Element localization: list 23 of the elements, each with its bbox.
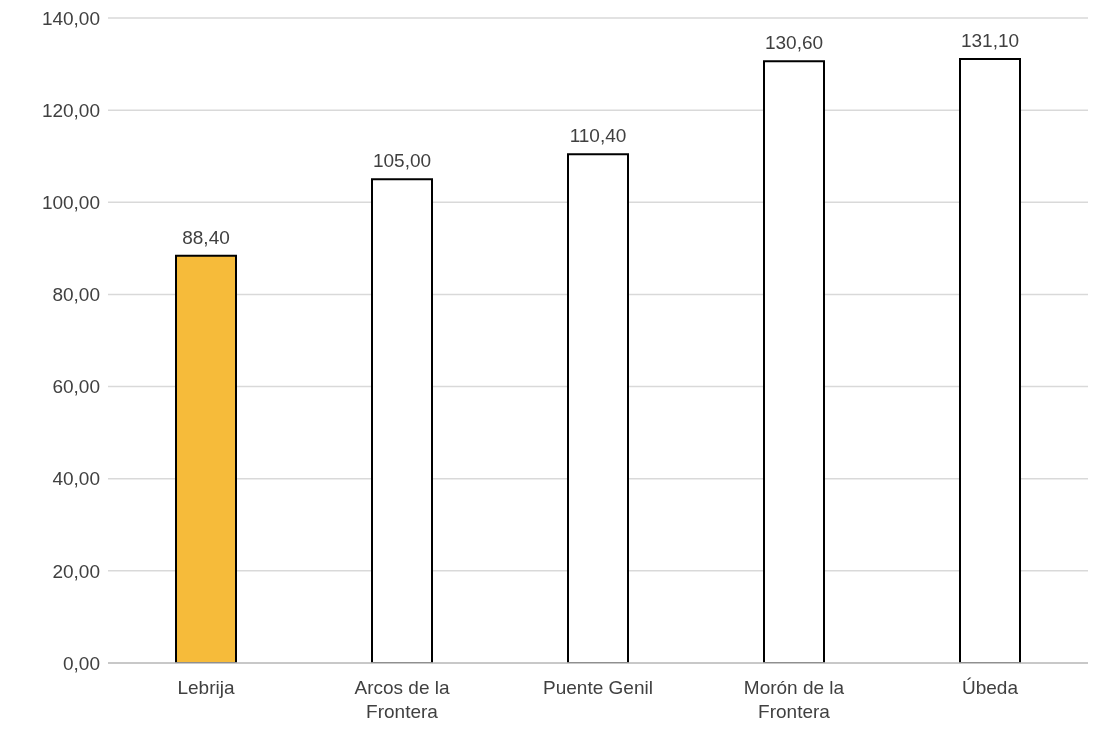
x-tick-label: Morón de la Frontera [743, 677, 845, 722]
y-tick-label: 100,00 [41, 192, 100, 214]
data-label: 88,40 [182, 226, 230, 248]
data-label: 105,00 [372, 150, 432, 172]
y-tick-label: 140,00 [41, 7, 100, 29]
data-label: 110,40 [569, 125, 627, 147]
y-tick-label: 80,00 [52, 284, 100, 306]
bar [763, 60, 825, 663]
x-tick-label: Lebrija [177, 677, 235, 698]
y-tick-label: 0,00 [63, 652, 100, 674]
x-tick-label: Puente Genil [543, 677, 653, 698]
y-tick-label: 40,00 [52, 468, 100, 490]
y-tick-label: 20,00 [52, 560, 100, 582]
bar [371, 178, 433, 663]
y-tick-label: 120,00 [41, 99, 100, 121]
data-label: 131,10 [960, 30, 1020, 51]
y-tick-label: 60,00 [52, 376, 100, 398]
x-tick-label: Úbeda [962, 677, 1019, 698]
x-tick-label: Arcos de la Frontera [354, 677, 450, 722]
bar [959, 58, 1021, 663]
data-label: 130,60 [764, 32, 824, 54]
bar [175, 254, 237, 663]
bar [567, 153, 629, 663]
